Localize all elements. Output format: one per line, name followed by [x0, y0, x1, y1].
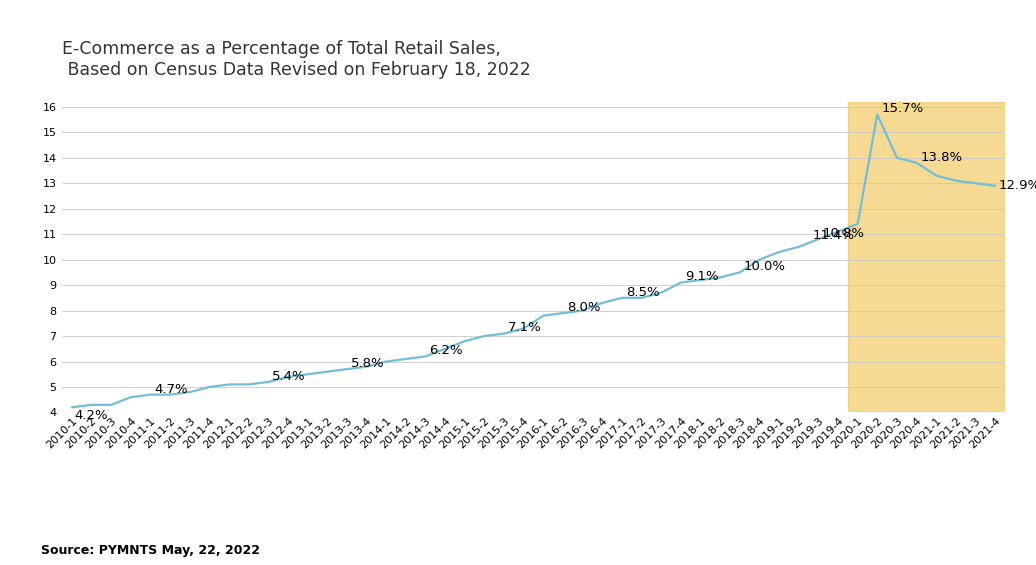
Bar: [847, 102, 1005, 412]
Text: 10.0%: 10.0%: [744, 260, 785, 273]
Text: E-Commerce as a Percentage of Total Retail Sales,
 Based on Census Data Revised : E-Commerce as a Percentage of Total Reta…: [62, 40, 530, 79]
Text: 7.1%: 7.1%: [508, 321, 542, 334]
Text: 8.0%: 8.0%: [567, 301, 601, 314]
Text: 4.7%: 4.7%: [154, 383, 189, 396]
Text: 6.2%: 6.2%: [430, 344, 463, 357]
Text: Source: PYMNTS May, 22, 2022: Source: PYMNTS May, 22, 2022: [41, 544, 260, 557]
Text: 4.2%: 4.2%: [74, 409, 108, 422]
Text: 10.8%: 10.8%: [823, 227, 864, 240]
Text: 11.4%: 11.4%: [812, 229, 855, 242]
Text: 9.1%: 9.1%: [685, 271, 718, 284]
Text: 13.8%: 13.8%: [920, 151, 962, 164]
Text: 5.8%: 5.8%: [351, 357, 384, 370]
Text: 15.7%: 15.7%: [882, 102, 923, 115]
Text: 8.5%: 8.5%: [626, 286, 660, 299]
Text: 5.4%: 5.4%: [272, 370, 306, 383]
Text: 12.9%: 12.9%: [999, 179, 1036, 192]
